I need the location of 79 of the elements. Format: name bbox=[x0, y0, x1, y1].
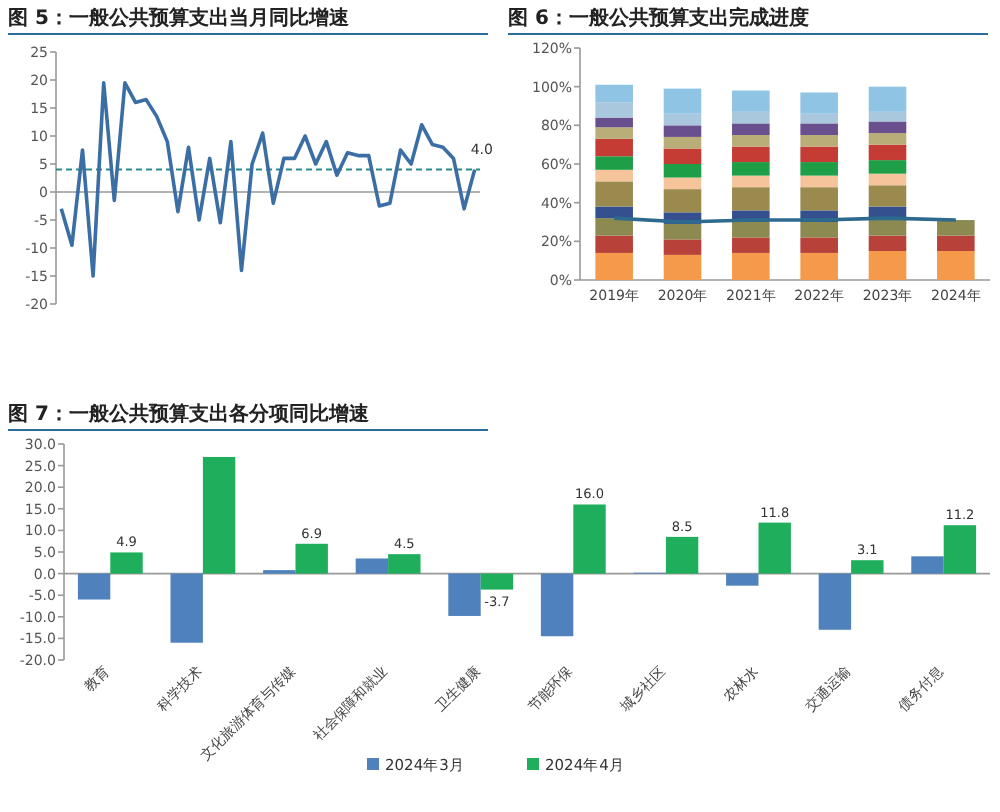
bar bbox=[868, 144, 907, 161]
bar bbox=[868, 133, 907, 145]
bar bbox=[573, 504, 606, 574]
bar bbox=[663, 164, 702, 178]
bar bbox=[868, 173, 907, 186]
bar bbox=[732, 90, 770, 112]
bar bbox=[800, 113, 838, 124]
bar bbox=[77, 573, 111, 600]
bar bbox=[355, 558, 389, 574]
bar bbox=[663, 113, 702, 126]
bar bbox=[595, 206, 633, 219]
bar bbox=[732, 111, 770, 124]
bar bbox=[595, 252, 633, 280]
bar bbox=[732, 146, 770, 163]
bar bbox=[943, 525, 977, 574]
bar bbox=[732, 222, 770, 238]
bar bbox=[663, 88, 702, 114]
bar bbox=[595, 102, 633, 118]
bar bbox=[732, 135, 770, 147]
bar bbox=[595, 218, 633, 236]
bar bbox=[800, 222, 838, 238]
bar bbox=[868, 160, 907, 174]
bar bbox=[595, 127, 633, 139]
bar bbox=[388, 554, 421, 574]
bar bbox=[732, 187, 770, 211]
bar bbox=[800, 237, 838, 253]
bar bbox=[868, 86, 907, 112]
bar bbox=[868, 251, 907, 280]
chart-title: 图 7：一般公共预算支出各分项同比增速 bbox=[8, 402, 371, 426]
bar bbox=[202, 456, 236, 574]
bar bbox=[800, 123, 838, 135]
bar bbox=[732, 237, 770, 253]
bar bbox=[911, 556, 944, 574]
bar bbox=[663, 125, 702, 137]
bar bbox=[663, 189, 702, 213]
bar bbox=[663, 148, 702, 164]
bar bbox=[868, 121, 907, 134]
bar bbox=[595, 235, 633, 253]
bar bbox=[170, 573, 203, 643]
chart-title: 图 5：一般公共预算支出当月同比增速 bbox=[8, 6, 351, 30]
bar bbox=[868, 235, 907, 251]
bar bbox=[800, 135, 838, 147]
bar bbox=[665, 536, 699, 574]
bar bbox=[868, 111, 907, 122]
bar bbox=[663, 223, 702, 240]
bar bbox=[595, 117, 633, 128]
bar bbox=[800, 92, 838, 114]
bar bbox=[800, 175, 838, 188]
bar bbox=[595, 138, 633, 157]
bar bbox=[937, 220, 975, 236]
bar bbox=[732, 252, 770, 280]
bar bbox=[851, 560, 884, 574]
bar bbox=[448, 573, 481, 616]
bar bbox=[818, 573, 852, 630]
bar bbox=[868, 185, 907, 207]
bar bbox=[540, 573, 574, 637]
bar bbox=[595, 181, 633, 207]
bar bbox=[663, 177, 702, 190]
bar bbox=[800, 146, 838, 163]
bar bbox=[480, 573, 514, 590]
chart-title: 图 6：一般公共预算支出完成进度 bbox=[508, 6, 809, 30]
bar bbox=[110, 552, 143, 574]
bar bbox=[937, 251, 975, 280]
bar bbox=[295, 543, 328, 574]
bar bbox=[800, 162, 838, 176]
bar bbox=[595, 84, 633, 103]
bar bbox=[937, 235, 975, 251]
bar bbox=[726, 573, 759, 586]
bar bbox=[663, 239, 702, 255]
bar bbox=[758, 522, 791, 574]
bar bbox=[800, 187, 838, 211]
bar bbox=[595, 156, 633, 170]
bar bbox=[732, 162, 770, 176]
bar bbox=[732, 175, 770, 188]
bar bbox=[732, 123, 770, 135]
bar bbox=[663, 136, 702, 149]
bar bbox=[800, 252, 838, 280]
bar bbox=[595, 169, 633, 182]
bar bbox=[663, 254, 702, 280]
